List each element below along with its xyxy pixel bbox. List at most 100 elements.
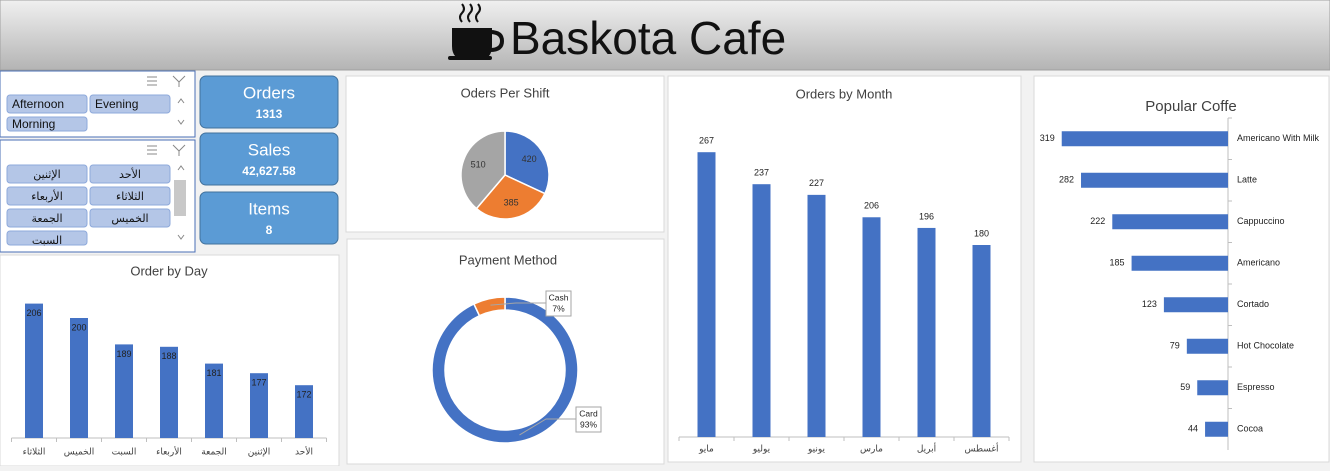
data-label: 188 — [161, 351, 176, 361]
slicer-label: Evening — [95, 97, 138, 111]
data-label: 420 — [522, 154, 537, 164]
slicer-button[interactable] — [6, 164, 88, 184]
slicer-label: الأحد — [119, 167, 141, 181]
pie-slice — [504, 130, 550, 195]
x-tick-label: مارس — [860, 443, 883, 453]
y-tick-label: Cortado — [1237, 299, 1269, 309]
kpi-card — [199, 132, 339, 186]
slicer-button[interactable] — [6, 208, 88, 228]
callout-value: 7% — [552, 303, 565, 313]
data-label: 79 — [1170, 341, 1180, 351]
header-title: Baskota Cafe — [510, 12, 786, 64]
slicer-label: الثلاثاء — [116, 191, 144, 203]
callout-value: 93% — [580, 419, 597, 429]
bar — [1112, 214, 1228, 230]
x-tick-label: الأربعاء — [156, 445, 182, 456]
y-tick-label: Espresso — [1237, 382, 1275, 392]
slicer-button[interactable] — [6, 94, 88, 114]
data-label: 222 — [1090, 216, 1105, 226]
bar — [1131, 255, 1228, 271]
leader-line — [490, 302, 546, 306]
x-tick-label: الثلاثاء — [23, 446, 46, 456]
data-label: 185 — [1110, 258, 1125, 268]
x-tick-label: الخميس — [64, 446, 94, 456]
x-tick-label: السبت — [112, 446, 137, 456]
slicer-label: الأربعاء — [31, 189, 63, 203]
slicer-button[interactable] — [6, 186, 88, 206]
bar — [1163, 297, 1228, 313]
slicer-label: Afternoon — [12, 97, 64, 111]
bar — [205, 363, 223, 438]
panel — [346, 238, 665, 465]
chart-title: Oders Per Shift — [461, 85, 550, 100]
y-tick-label: Hot Chocolate — [1237, 341, 1294, 351]
slicer-label: الإثنين — [33, 169, 60, 181]
donut-slice — [472, 296, 506, 317]
x-tick-label: مايو — [698, 443, 714, 453]
y-tick-label: Latte — [1237, 175, 1257, 185]
pie-slice — [475, 174, 546, 220]
data-label: 196 — [919, 211, 934, 221]
slicer-label: السبت — [32, 235, 62, 247]
bar — [1186, 338, 1228, 354]
y-tick-label: Cocoa — [1237, 424, 1263, 434]
chart-title: Payment Method — [459, 252, 557, 267]
x-tick-label: الجمعة — [201, 446, 226, 456]
bar — [1205, 421, 1228, 437]
kpi-label: Orders — [243, 83, 295, 102]
bar — [1197, 380, 1228, 396]
bar — [250, 373, 268, 438]
slicer-button[interactable] — [6, 116, 88, 132]
callout-category: Card — [579, 408, 598, 418]
x-tick-label: يونيو — [807, 443, 826, 453]
y-tick-label: Americano With Milk — [1237, 133, 1320, 143]
bar — [1081, 172, 1228, 188]
slicer-label: الخميس — [111, 213, 148, 225]
kpi-value: 8 — [266, 223, 273, 237]
kpi-value: 1313 — [256, 107, 283, 121]
bar — [972, 245, 991, 437]
bar — [752, 184, 771, 437]
data-label: 123 — [1142, 299, 1157, 309]
data-label: 180 — [974, 228, 989, 238]
x-tick-label: يوليو — [752, 443, 771, 453]
data-label: 227 — [809, 178, 824, 188]
kpi-card — [199, 191, 339, 245]
bar — [25, 303, 43, 438]
bar — [295, 385, 313, 438]
kpi-label: Sales — [248, 140, 291, 159]
scroll-thumb — [174, 180, 186, 216]
data-label: 510 — [471, 160, 486, 170]
slicer-button[interactable] — [89, 186, 171, 206]
data-label: 177 — [251, 378, 266, 388]
slicer-button[interactable] — [89, 94, 171, 114]
bar — [160, 346, 178, 438]
x-tick-label: أغسطس — [964, 442, 998, 453]
y-tick-label: Americano — [1237, 258, 1280, 268]
slicer-label: Morning — [12, 117, 55, 131]
callout-category: Cash — [549, 292, 569, 302]
chart-title: Orders by Month — [796, 86, 893, 101]
slicer-icons — [147, 75, 186, 240]
slicer-button[interactable] — [89, 208, 171, 228]
data-label: 59 — [1180, 382, 1190, 392]
y-tick-label: Cappuccino — [1237, 216, 1285, 226]
bar — [1061, 131, 1228, 147]
callout-box — [575, 406, 602, 433]
slicer-label: الجمعة — [31, 213, 62, 225]
chart-title: Popular Coffe — [1145, 98, 1236, 115]
bar — [697, 152, 716, 437]
slicer-button[interactable] — [6, 230, 88, 246]
slicer-button[interactable] — [89, 164, 171, 184]
kpi-value: 42,627.58 — [242, 164, 296, 178]
panel — [667, 75, 1022, 463]
data-label: 181 — [206, 368, 221, 378]
data-label: 282 — [1059, 175, 1074, 185]
data-label: 267 — [699, 136, 714, 146]
x-tick-label: الإثنين — [248, 446, 270, 457]
kpi-label: Items — [248, 199, 290, 218]
data-label: 44 — [1188, 424, 1198, 434]
data-label: 237 — [754, 168, 769, 178]
